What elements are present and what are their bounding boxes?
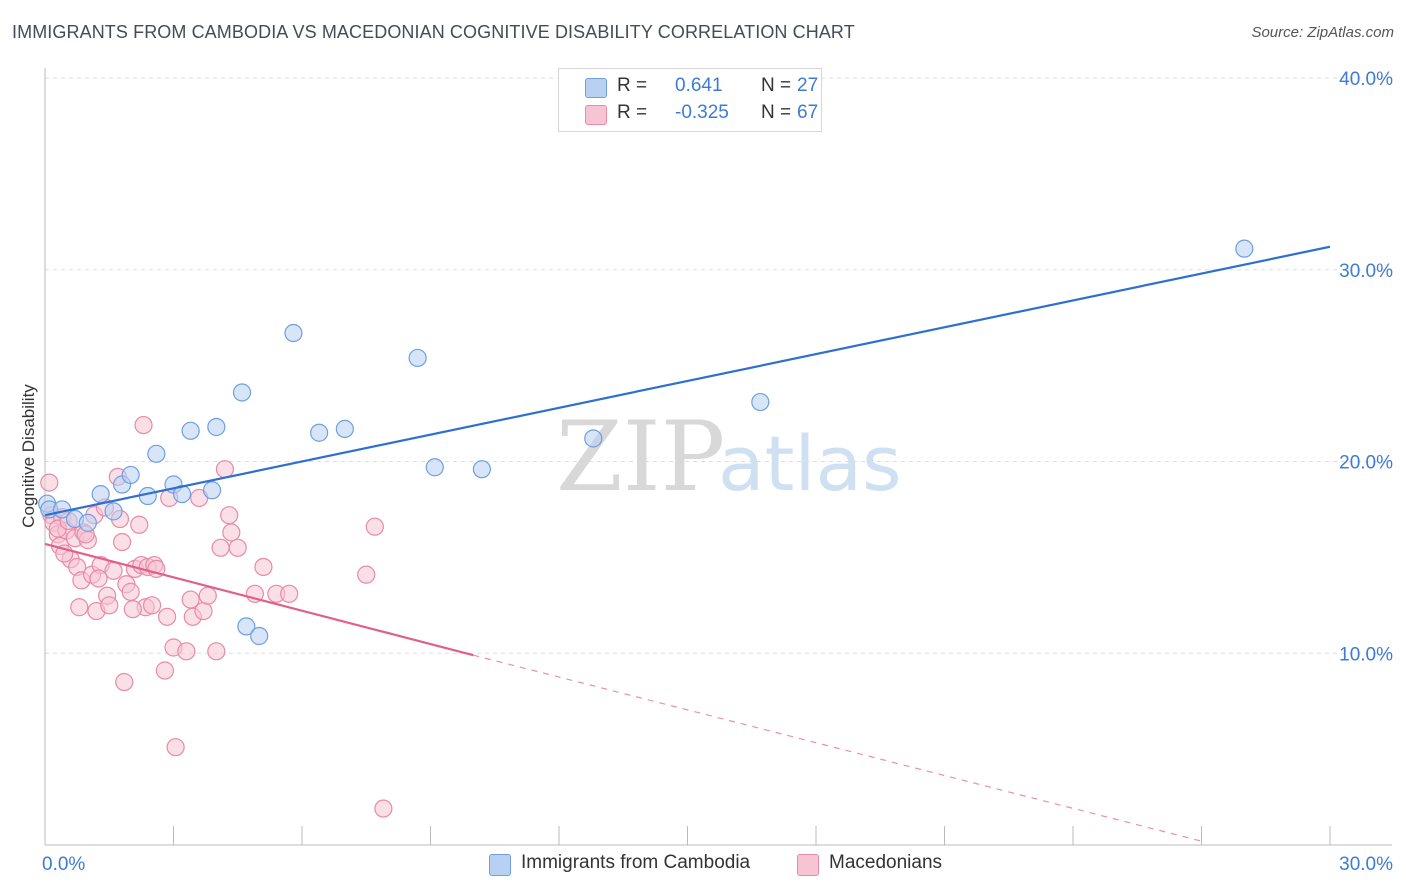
data-point <box>374 799 393 818</box>
legend-r-label: R = <box>617 102 648 123</box>
data-point <box>254 557 273 577</box>
data-point <box>1235 239 1254 258</box>
data-point <box>232 383 252 402</box>
data-point <box>155 661 175 680</box>
legend-n-label: N = <box>761 75 792 96</box>
data-point <box>198 586 217 605</box>
source-label: Source: ZipAtlas.com <box>1251 24 1394 41</box>
data-point <box>365 517 384 536</box>
data-point <box>335 419 354 439</box>
series-cambodia <box>38 239 1254 646</box>
data-point <box>104 502 123 521</box>
data-point <box>284 323 303 343</box>
trend-line-cambodia <box>44 245 1331 517</box>
data-point <box>89 569 108 588</box>
legend-swatch-blue <box>585 78 607 98</box>
data-point <box>181 421 200 440</box>
axis-labels: 10.0% 20.0% 30.0% 40.0% 0.0% 30.0% <box>42 69 1393 875</box>
data-point <box>215 460 234 479</box>
data-point <box>220 506 239 525</box>
legend-r-value: 0.641 <box>675 75 723 96</box>
data-point <box>40 473 59 492</box>
data-point <box>194 601 213 621</box>
series-macedonians <box>40 415 393 818</box>
data-point <box>472 460 491 479</box>
data-point <box>310 423 329 442</box>
chart-title: IMMIGRANTS FROM CAMBODIA VS MACEDONIAN C… <box>12 22 855 42</box>
data-point <box>228 538 247 557</box>
axes <box>44 68 1392 846</box>
data-point <box>425 458 444 477</box>
legend-n-value: 27 <box>797 75 819 96</box>
y-tick-label: 20.0% <box>1339 453 1393 474</box>
bottom-legend-swatch-blue <box>489 854 511 876</box>
data-point <box>237 617 256 636</box>
stats-legend: R = 0.641 N = 27 R = -0.325 N = 67 <box>558 68 822 132</box>
data-point <box>121 465 140 485</box>
data-point <box>202 481 222 500</box>
bottom-legend-label-macedonians: Macedonians <box>829 852 943 873</box>
data-point <box>142 596 162 615</box>
data-point <box>207 642 226 661</box>
legend-n-value: 67 <box>797 102 819 123</box>
legend-swatch-pink <box>585 105 607 125</box>
watermark-zip: ZIP <box>556 401 725 513</box>
x-tick-label: 0.0% <box>42 854 85 875</box>
legend-n-label: N = <box>761 102 792 123</box>
data-point <box>157 607 177 626</box>
watermark-atlas: atlas <box>718 419 902 508</box>
data-point <box>357 565 376 584</box>
data-point <box>78 513 97 532</box>
x-tick-label: 30.0% <box>1339 854 1393 875</box>
data-point <box>70 598 89 617</box>
data-point <box>147 444 166 463</box>
data-point <box>211 538 230 557</box>
data-point <box>751 392 770 412</box>
data-point <box>104 561 123 580</box>
data-point <box>91 484 110 504</box>
trend-lines <box>44 245 1331 842</box>
data-point <box>408 348 427 368</box>
data-point <box>222 523 241 542</box>
trend-line-macedonians <box>44 542 474 657</box>
bottom-legend-swatch-pink <box>797 854 819 876</box>
bottom-legend-label-cambodia: Immigrants from Cambodia <box>521 852 751 873</box>
data-point <box>134 415 153 435</box>
data-point <box>121 582 140 601</box>
data-point <box>250 626 269 646</box>
data-point <box>280 584 299 603</box>
y-axis-label: Cognitive Disability <box>19 384 38 528</box>
data-point <box>123 600 142 619</box>
trend-line-macedonians-extension <box>473 654 1202 842</box>
y-tick-label: 10.0% <box>1339 644 1393 665</box>
y-tick-label: 40.0% <box>1339 69 1393 90</box>
data-point <box>207 417 226 437</box>
legend-r-label: R = <box>617 75 648 96</box>
y-tick-label: 30.0% <box>1339 261 1393 282</box>
data-point <box>177 642 196 661</box>
data-point <box>166 738 185 757</box>
data-point <box>100 596 119 615</box>
data-point <box>112 532 132 552</box>
data-point <box>130 515 149 534</box>
watermark: ZIP atlas <box>556 401 902 513</box>
data-point <box>584 429 603 448</box>
legend-r-value: -0.325 <box>675 102 729 123</box>
data-point <box>115 672 134 692</box>
grid-lines <box>45 77 1392 654</box>
